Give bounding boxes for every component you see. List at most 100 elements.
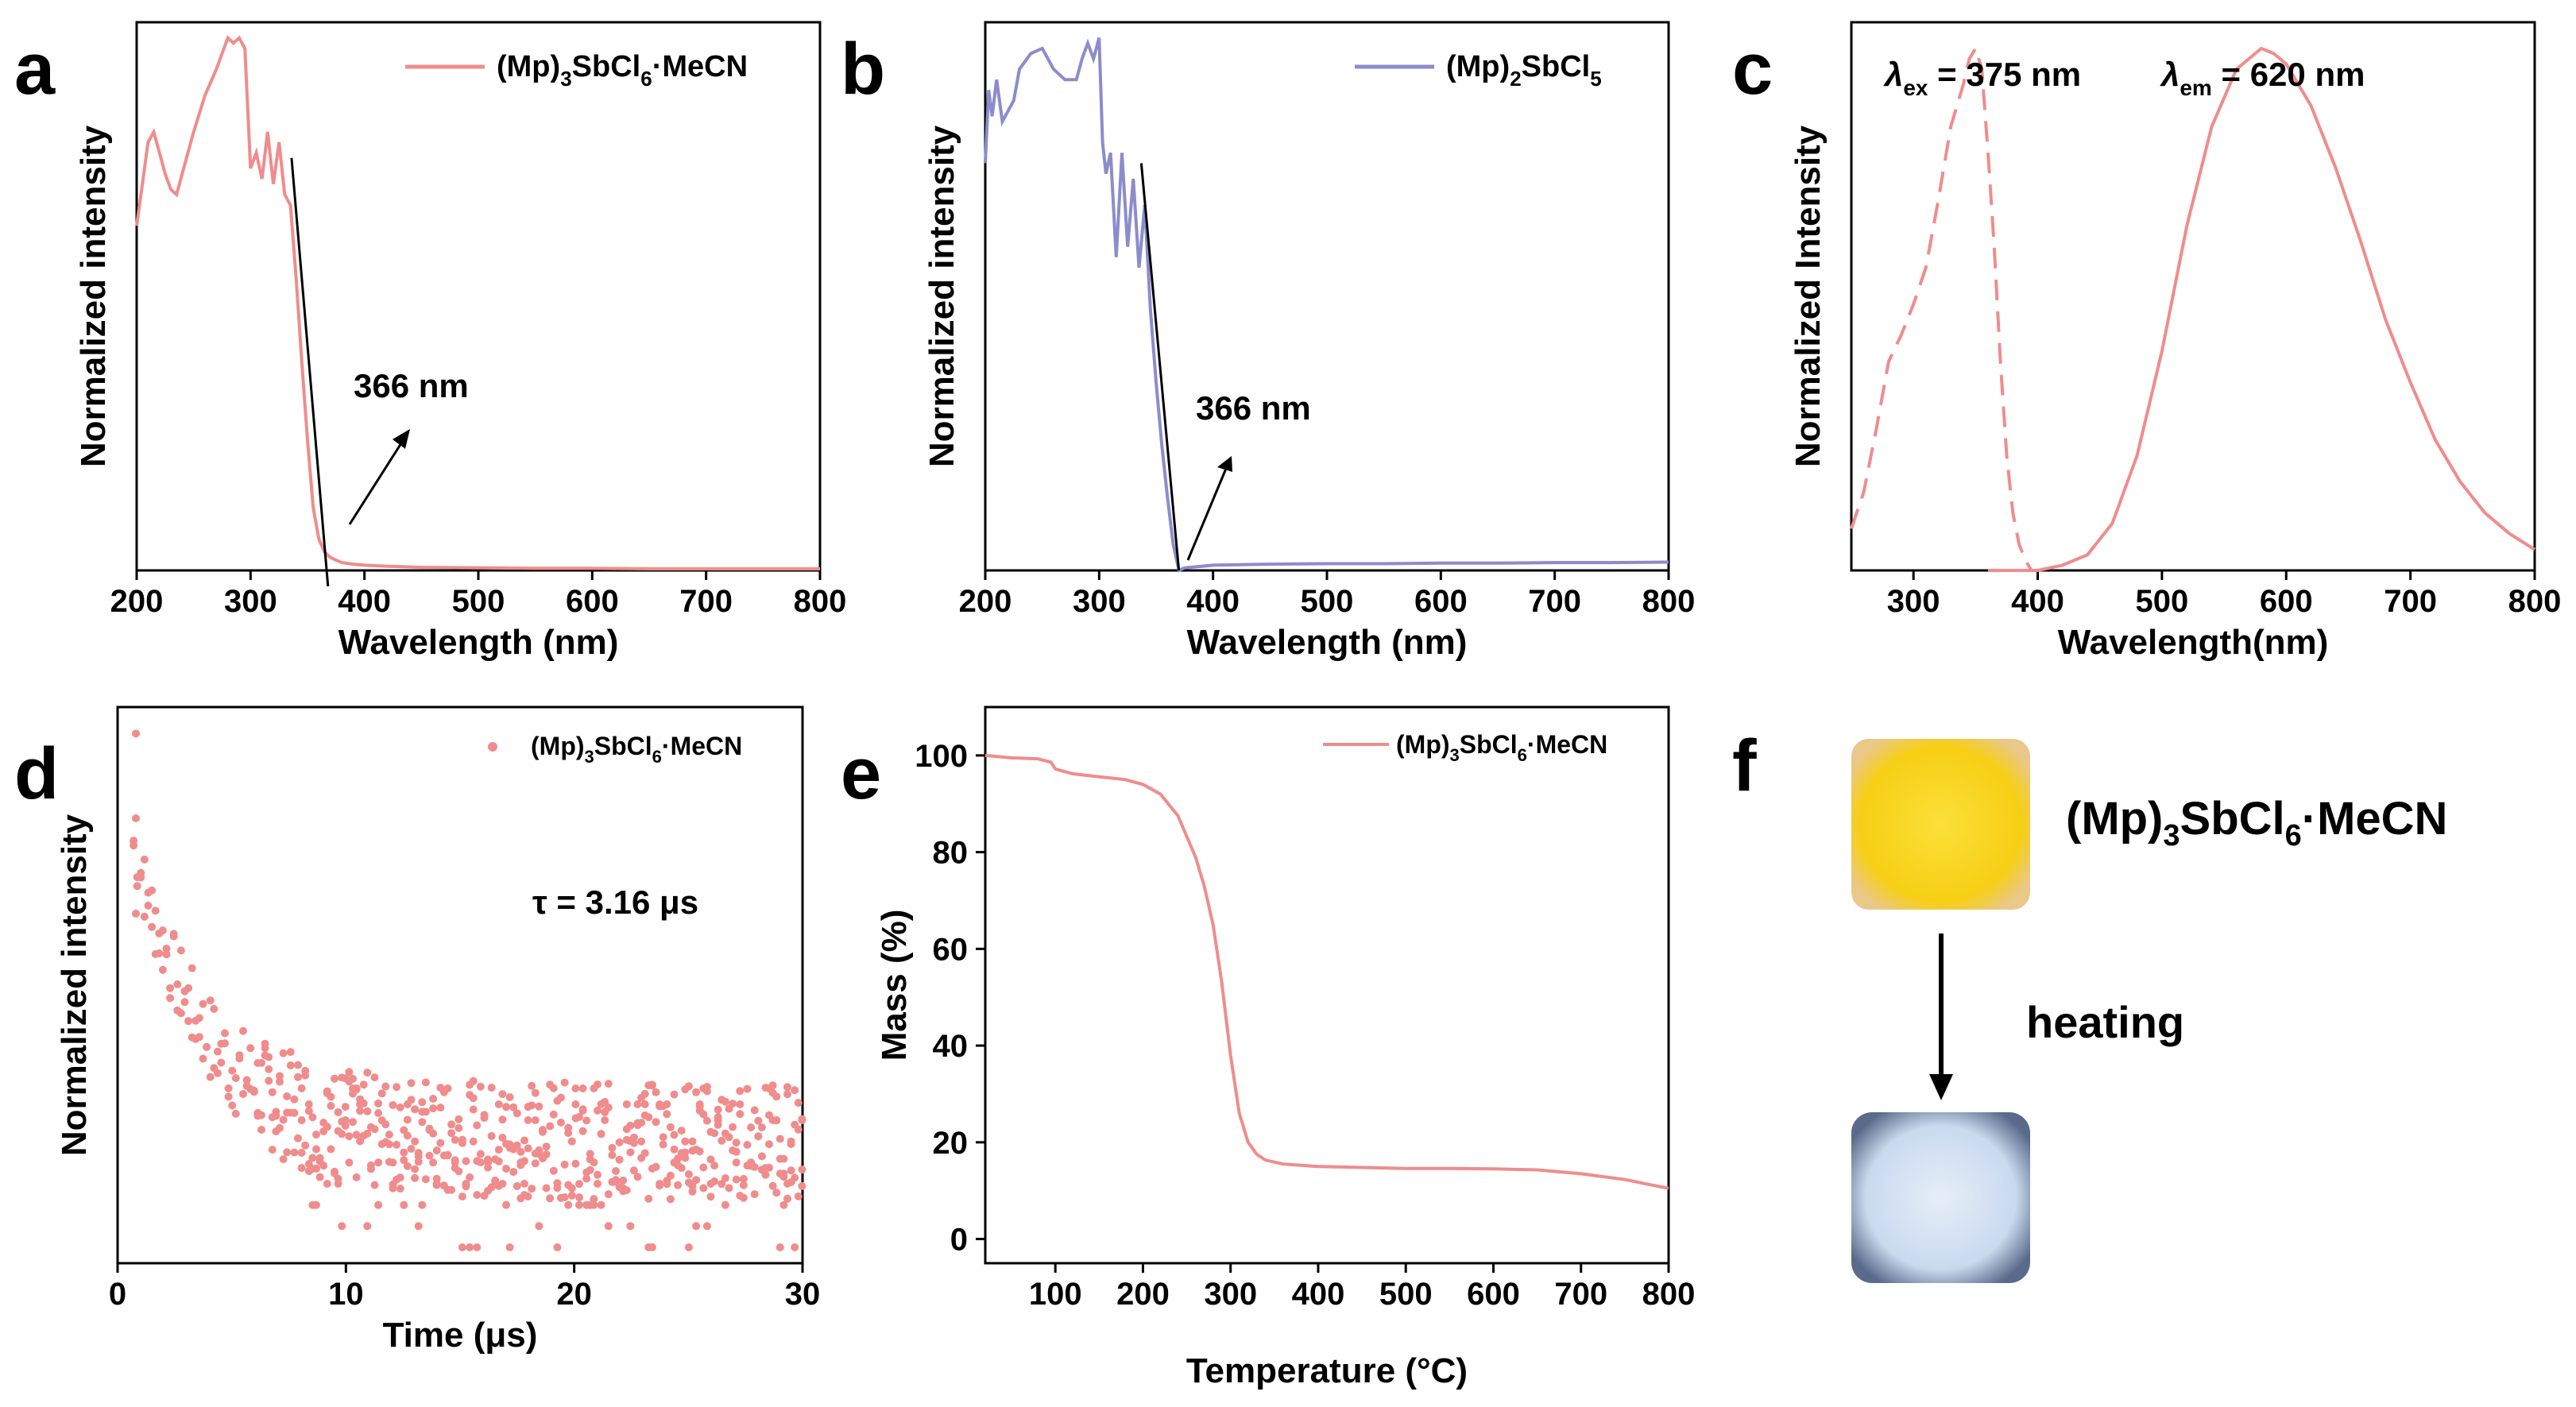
data-point xyxy=(246,1044,255,1053)
data-point xyxy=(304,1100,313,1108)
data-point xyxy=(140,855,149,864)
data-point xyxy=(640,1100,649,1108)
data-point xyxy=(736,1110,745,1119)
x-tick-label: 300 xyxy=(1204,1277,1257,1312)
data-point xyxy=(261,1044,269,1053)
x-tick-label: 30 xyxy=(785,1277,821,1312)
data-point xyxy=(578,1105,587,1114)
data-point xyxy=(652,1118,660,1127)
data-point xyxy=(783,1194,791,1203)
data-point xyxy=(520,1157,528,1165)
data-point xyxy=(480,1111,489,1119)
data-point xyxy=(279,1049,288,1057)
data-point xyxy=(294,1134,302,1142)
data-point xyxy=(640,1089,649,1098)
data-point xyxy=(301,1071,310,1080)
data-point xyxy=(231,1074,240,1082)
data-point xyxy=(414,1152,423,1161)
data-point xyxy=(739,1193,748,1202)
x-tick-label: 700 xyxy=(1554,1277,1607,1312)
data-point xyxy=(553,1243,562,1251)
data-point xyxy=(359,1099,368,1107)
data-point xyxy=(706,1192,715,1201)
data-point xyxy=(206,996,215,1005)
data-point xyxy=(684,1170,693,1178)
data-point xyxy=(604,1190,613,1199)
data-point xyxy=(761,1170,770,1179)
data-point xyxy=(750,1106,759,1115)
data-point xyxy=(396,1185,404,1193)
data-point xyxy=(476,1150,485,1158)
x-tick-label: 700 xyxy=(2384,584,2437,619)
data-point xyxy=(512,1109,521,1118)
data-point xyxy=(454,1123,463,1132)
data-point xyxy=(604,1222,613,1231)
x-tick-label: 500 xyxy=(452,584,505,619)
data-point xyxy=(290,1108,299,1117)
data-point xyxy=(257,1126,265,1134)
data-point xyxy=(549,1084,558,1092)
data-point xyxy=(323,1180,331,1188)
data-point xyxy=(783,1090,791,1099)
data-point xyxy=(776,1134,784,1143)
data-point xyxy=(779,1154,788,1163)
data-point xyxy=(414,1222,423,1231)
x-tick-label: 500 xyxy=(1301,584,1354,619)
data-point xyxy=(334,1180,342,1188)
data-point xyxy=(131,814,140,822)
x-tick-label: 400 xyxy=(1292,1277,1345,1312)
data-point xyxy=(203,1042,211,1051)
data-point xyxy=(666,1195,675,1204)
data-point xyxy=(473,1243,482,1251)
data-point xyxy=(400,1148,408,1157)
data-point xyxy=(710,1177,719,1185)
data-point xyxy=(582,1116,591,1125)
data-point xyxy=(721,1174,729,1182)
data-point xyxy=(652,1162,660,1171)
data-point xyxy=(370,1125,379,1134)
data-point xyxy=(652,1088,660,1096)
data-point xyxy=(516,1147,525,1156)
data-point xyxy=(509,1168,518,1177)
data-point xyxy=(601,1116,609,1124)
data-point xyxy=(224,1084,233,1092)
data-point xyxy=(509,1103,518,1111)
series-line xyxy=(984,753,1669,1190)
data-point xyxy=(549,1110,558,1119)
data-point xyxy=(363,1069,372,1077)
data-point xyxy=(557,1119,565,1127)
data-point xyxy=(674,1181,683,1189)
data-point xyxy=(622,1100,631,1108)
x-tick-label: 300 xyxy=(1887,584,1940,619)
data-point xyxy=(294,1073,302,1081)
panel-letter-d: d xyxy=(14,733,59,814)
data-point xyxy=(791,1086,799,1095)
data-point xyxy=(327,1092,335,1101)
data-point xyxy=(411,1105,420,1114)
data-point xyxy=(341,1116,350,1124)
data-point xyxy=(363,1107,372,1115)
data-point xyxy=(418,1118,427,1127)
data-point xyxy=(411,1173,420,1182)
x-tick-label: 200 xyxy=(959,584,1012,619)
data-point xyxy=(702,1116,711,1125)
x-tick-label: 200 xyxy=(1116,1277,1170,1312)
data-point xyxy=(487,1183,496,1192)
y-tick-label: 40 xyxy=(933,1029,969,1064)
data-point xyxy=(400,1156,408,1165)
data-point xyxy=(571,1159,580,1168)
data-point xyxy=(594,1080,601,1088)
data-point xyxy=(425,1151,434,1160)
data-point xyxy=(454,1167,463,1176)
data-point xyxy=(578,1084,587,1092)
data-point xyxy=(447,1120,456,1129)
data-point xyxy=(546,1122,555,1131)
data-point xyxy=(184,984,193,992)
data-point xyxy=(268,1088,277,1096)
y-axis-label: Normalized intensity xyxy=(55,814,94,1156)
emission-wavelength-label: λem = 620 nm xyxy=(2160,56,2365,100)
data-point xyxy=(594,1106,601,1115)
data-point xyxy=(732,1147,741,1156)
data-point xyxy=(575,1200,583,1209)
